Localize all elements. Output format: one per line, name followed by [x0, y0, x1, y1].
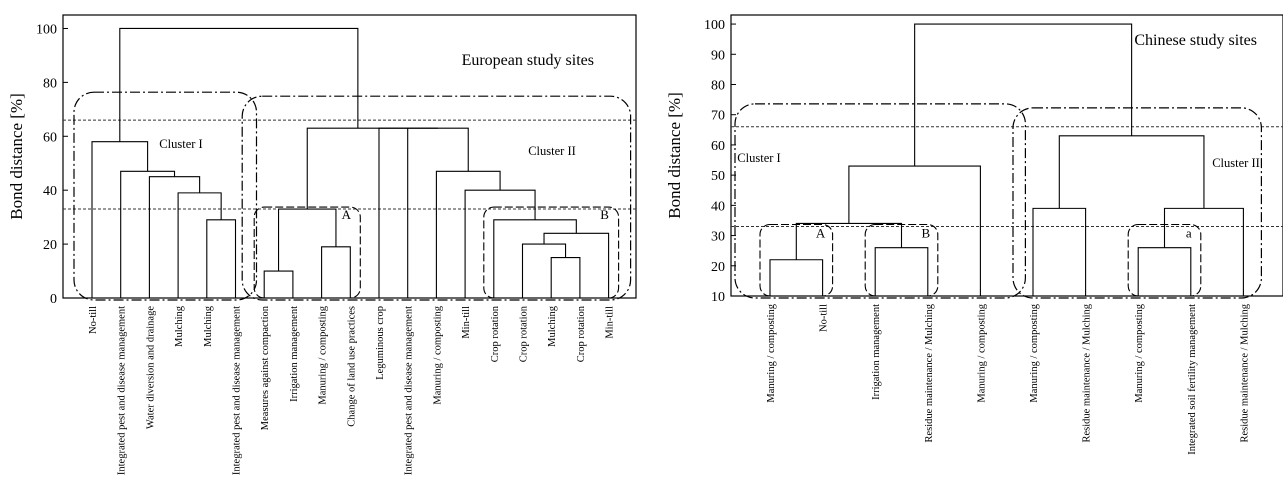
leaf-label: Mulching — [547, 305, 558, 347]
leaf-label: Integrated pest and disease management — [117, 306, 128, 475]
dendrogram-link — [874, 247, 929, 296]
subcluster-label: B — [600, 207, 609, 222]
cluster-label: Cluster I — [159, 137, 202, 151]
dendrogram-link — [769, 259, 824, 296]
dendrogram-link — [914, 23, 1133, 167]
dendrogram-link — [521, 243, 567, 298]
dendrogram-link — [1137, 247, 1192, 296]
chinese-dendrogram-panel: Chinese study sites Bond distance [%] 10… — [665, 14, 1283, 455]
y-tick-label: 0 — [50, 292, 57, 307]
dendrogram-link — [263, 270, 294, 298]
subcluster-label: a — [1186, 226, 1192, 241]
y-tick-label: 40 — [711, 199, 725, 214]
dendrogram-link — [435, 170, 501, 298]
y-tick-label: 100 — [36, 22, 57, 37]
y-tick-label: 80 — [711, 78, 725, 93]
subcluster-boundary — [759, 223, 834, 297]
cluster-boundary — [1012, 107, 1262, 299]
leaf-label: Integrated pest and disease management — [232, 306, 243, 475]
y-tick-label: 40 — [43, 184, 57, 199]
dendrogram-link — [795, 222, 903, 260]
dendrogram-link — [493, 219, 577, 298]
subcluster-boundary — [253, 206, 361, 299]
leaf-label: Crop rotation — [490, 305, 501, 362]
dendrogram-link — [206, 219, 237, 298]
dendrogram-link — [321, 246, 351, 298]
cluster-label: Cluster I — [737, 151, 780, 165]
cluster-label: Cluster II — [528, 144, 576, 158]
subcluster-boundary — [483, 206, 620, 299]
dendrogram-link — [1058, 135, 1205, 209]
y-tick-label: 20 — [43, 238, 57, 253]
subcluster-label: A — [342, 207, 352, 222]
subcluster-label: A — [816, 226, 826, 241]
leaf-label: Irrigation management — [871, 304, 882, 400]
panel-annotation: European study sites — [462, 52, 594, 69]
leaf-label: Residue maintenance / Mulching — [1082, 303, 1093, 442]
european-dendrogram-panel: European study sites Bond distance [%] 0… — [7, 14, 637, 475]
leaf-label: Crop rotation — [519, 305, 530, 362]
y-axis-label: Bond distance [%] — [7, 93, 26, 220]
leaf-label: Integrated soil fertility management — [1187, 304, 1198, 455]
dendrogram-link — [120, 170, 176, 298]
dendrogram-link — [1163, 207, 1244, 296]
leaf-label: No-till — [819, 304, 830, 332]
leaf-label: Min-till — [461, 306, 472, 339]
dendrogram-link — [148, 176, 201, 298]
leaf-label: Integrated pest and disease management — [404, 306, 415, 475]
cluster-label: Cluster II — [1212, 156, 1260, 170]
subcluster-boundary — [864, 223, 939, 297]
leaf-label: Leguminous crop — [375, 306, 386, 380]
leaf-label: Min-till — [605, 306, 616, 339]
dendrogram-link — [543, 232, 610, 298]
leaf-label: Mulching — [174, 305, 185, 347]
y-tick-label: 30 — [711, 230, 725, 245]
leaf-label: Manuring / composting — [976, 303, 987, 402]
dendrogram-link — [378, 127, 438, 298]
y-tick-label: 90 — [711, 48, 725, 63]
dendrogram-link — [119, 27, 359, 142]
leaf-label: Manuring / composting — [766, 303, 777, 402]
y-tick-label: 10 — [711, 290, 725, 305]
subcluster-boundary — [1127, 223, 1202, 297]
leaf-label: Residue maintenance / Mulching — [924, 303, 935, 442]
cluster-boundary — [734, 103, 1026, 299]
y-tick-label: 100 — [704, 18, 725, 33]
leaf-label: Manuring / composting — [318, 305, 329, 404]
dendrogram-link — [177, 192, 222, 298]
y-tick-label: 60 — [43, 130, 57, 145]
leaf-label: Water diversion and drainage — [145, 306, 156, 429]
leaf-label: Residue maintenance / Mulching — [1239, 303, 1250, 442]
dendrogram-link — [407, 127, 469, 298]
dendrogram-link — [278, 208, 337, 272]
leaf-label: No-till — [88, 306, 99, 334]
dendrogram-link — [306, 127, 409, 210]
y-tick-label: 80 — [43, 76, 57, 91]
subcluster-label: B — [921, 226, 930, 241]
leaf-label: Crop rotation — [576, 305, 587, 362]
y-tick-label: 50 — [711, 169, 725, 184]
panel-annotation: Chinese study sites — [1134, 32, 1257, 49]
plot-frame — [730, 14, 1283, 297]
y-tick-label: 20 — [711, 260, 725, 275]
leaf-label: Change of land use practices — [346, 306, 357, 427]
dendrogram-link — [91, 141, 149, 298]
leaf-label: Irrigation management — [289, 306, 300, 402]
y-tick-label: 60 — [711, 139, 725, 154]
y-axis-label: Bond distance [%] — [665, 92, 684, 219]
y-tick-label: 70 — [711, 109, 725, 124]
leaf-label: Manuring / composting — [432, 305, 443, 404]
dendrogram-link — [848, 165, 981, 296]
dendrogram-link — [1032, 207, 1087, 296]
leaf-label: Manuring / composting — [1029, 303, 1040, 402]
leaf-label: Manuring / composting — [1134, 303, 1145, 402]
dendrogram-link — [550, 257, 581, 298]
leaf-label: Mulching — [203, 305, 214, 347]
cluster-boundary — [73, 91, 258, 301]
leaf-label: Measures against compaction — [260, 305, 271, 430]
